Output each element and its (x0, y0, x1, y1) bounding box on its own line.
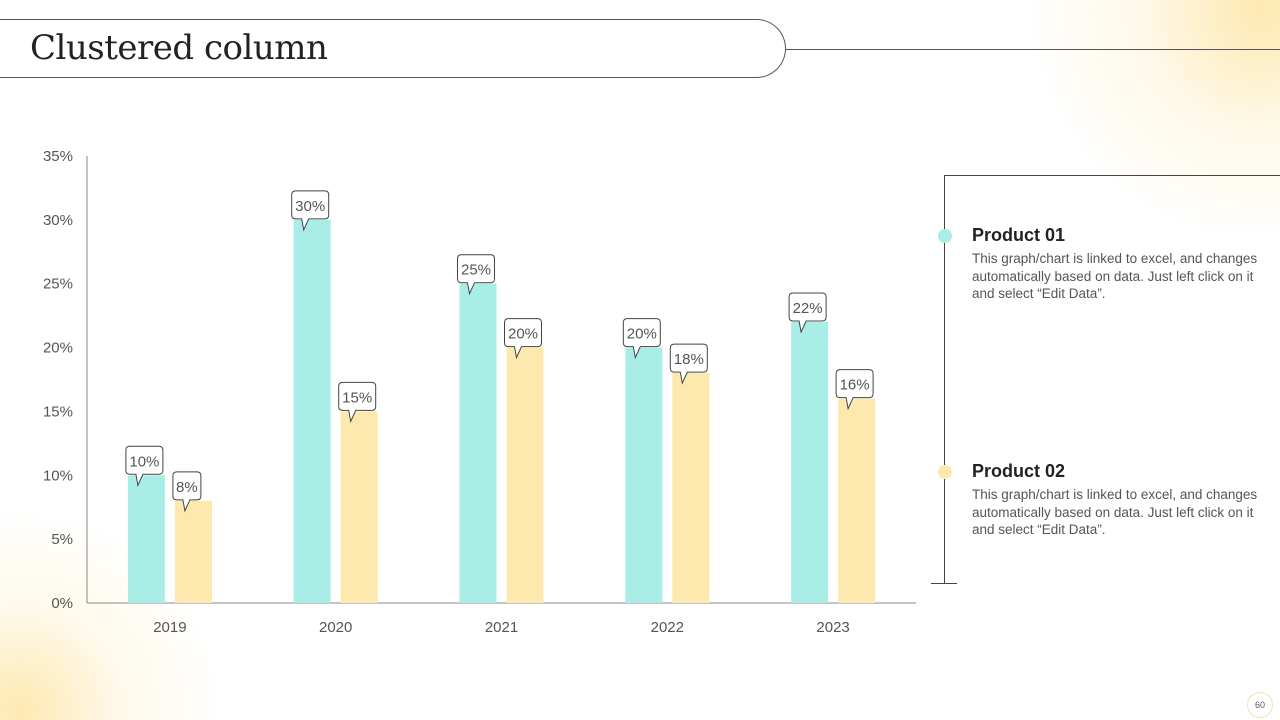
x-tick-label: 2021 (485, 619, 518, 636)
data-label-callout (125, 445, 164, 487)
bar (293, 219, 331, 603)
legend-title-product-02: Product 02 (972, 461, 1066, 481)
data-label: 16% (840, 377, 870, 394)
data-label: 20% (627, 326, 657, 343)
x-tick-label: 2020 (319, 619, 352, 636)
legend-marker-product-02 (938, 465, 952, 479)
y-tick-label: 35% (43, 148, 73, 165)
data-label-callout (788, 292, 827, 334)
data-label: 22% (793, 300, 823, 317)
title-frame (0, 19, 786, 78)
bar (174, 500, 212, 603)
bar (672, 373, 710, 603)
bar (625, 347, 663, 603)
legend-text-product-02: This graph/chart is linked to excel, and… (972, 487, 1258, 537)
bar (838, 398, 876, 603)
y-tick-label: 10% (43, 467, 73, 484)
bar (340, 411, 378, 603)
data-label: 8% (176, 479, 198, 496)
data-label: 10% (129, 453, 159, 470)
x-tick-label: 2022 (651, 619, 684, 636)
bar (459, 283, 497, 603)
data-label-callout (835, 369, 874, 411)
y-tick-label: 20% (43, 340, 73, 357)
bar (791, 322, 829, 603)
data-label: 15% (342, 389, 372, 406)
legend-divider (931, 583, 957, 584)
page-number: 60 (1247, 692, 1273, 718)
x-tick-label: 2023 (816, 619, 849, 636)
legend-marker-product-01 (938, 229, 952, 243)
legend-divider (944, 175, 1280, 176)
legend-text-product-01: This graph/chart is linked to excel, and… (972, 251, 1258, 301)
page-title: Clustered column (30, 28, 328, 68)
data-label-callout (338, 381, 377, 424)
data-label-callout (504, 318, 542, 360)
data-label: 18% (674, 351, 704, 368)
legend-divider (944, 175, 945, 583)
data-label: 30% (295, 198, 325, 215)
data-label-callout (622, 318, 661, 360)
x-tick-label: 2019 (153, 619, 186, 636)
data-label-callout (291, 190, 330, 232)
data-label-callout (669, 343, 708, 385)
y-tick-label: 25% (43, 276, 73, 293)
y-tick-label: 0% (51, 595, 73, 612)
y-tick-label: 15% (43, 403, 73, 420)
bar (127, 475, 165, 603)
y-tick-label: 5% (51, 531, 73, 548)
data-label-callout (457, 254, 495, 296)
data-label: 25% (461, 262, 491, 279)
y-tick-label: 30% (43, 212, 73, 229)
data-label: 20% (508, 326, 538, 343)
data-label-callout (172, 471, 202, 513)
title-rule (786, 49, 1280, 50)
legend-title-product-01: Product 01 (972, 225, 1066, 245)
bar (506, 347, 544, 603)
